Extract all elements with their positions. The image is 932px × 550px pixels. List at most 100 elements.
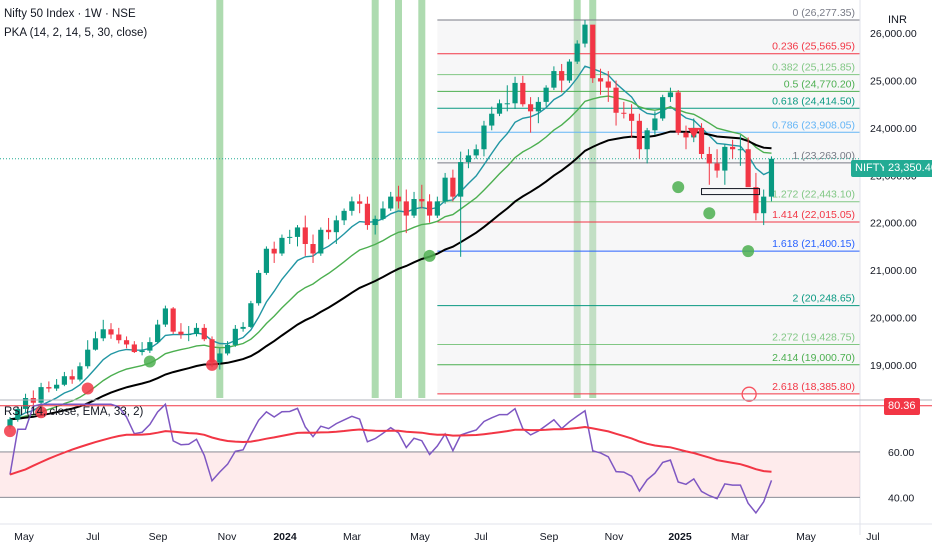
candle-body xyxy=(667,92,674,98)
candle-body xyxy=(714,163,720,171)
highlight-band xyxy=(216,0,224,398)
fib-level-label: 0.236 (25,565.95) xyxy=(772,41,855,53)
candle-body xyxy=(201,327,207,340)
indicator-label: PKA (14, 2, 14, 5, 30, close) xyxy=(4,27,148,39)
candle-body xyxy=(372,218,378,226)
candle-body xyxy=(349,201,355,211)
candle-body xyxy=(7,419,13,427)
candle-body xyxy=(442,177,448,202)
fib-level-label: 0.5 (24,770.20) xyxy=(784,78,855,90)
candle-body xyxy=(232,328,238,345)
candle-body xyxy=(434,201,440,216)
candle-body xyxy=(341,210,347,221)
candle-body xyxy=(481,125,487,150)
candlesticks xyxy=(7,20,775,429)
candle-body xyxy=(698,127,705,154)
rsi-pane: 60.00 40.00 xyxy=(0,399,932,515)
candle-body xyxy=(535,101,541,112)
fib-level-label: 1.272 (22,443.10) xyxy=(772,189,855,201)
candle-body xyxy=(380,208,386,219)
candle-body xyxy=(652,118,658,131)
candle-body xyxy=(683,132,689,138)
fib-level-label: 1.618 (21,400.15) xyxy=(772,238,855,250)
candle-body xyxy=(279,237,285,254)
currency-label[interactable]: INR xyxy=(888,14,907,26)
candle-body xyxy=(543,87,549,102)
candle-body xyxy=(263,248,270,273)
candle-body xyxy=(644,130,650,150)
candle-body xyxy=(240,326,246,329)
signal-marker xyxy=(672,181,685,194)
time-tick-label: 2025 xyxy=(668,531,692,543)
price-tick-label: 24,000.00 xyxy=(870,123,917,135)
candle-body xyxy=(590,24,596,79)
signal-marker xyxy=(703,207,716,220)
candle-body xyxy=(116,334,122,341)
signal-markers xyxy=(4,127,761,438)
candle-body xyxy=(193,327,200,335)
highlight-band xyxy=(573,0,581,398)
candle-body xyxy=(162,308,168,325)
sell-marker xyxy=(687,127,700,139)
candle-body xyxy=(465,155,472,163)
candle-body xyxy=(69,376,75,380)
candle-body xyxy=(520,82,526,105)
last-price-badge: 23,350.40 xyxy=(884,160,932,177)
range-box xyxy=(701,188,761,196)
candle-body xyxy=(504,103,510,105)
candle-body xyxy=(551,71,557,88)
candle-body xyxy=(302,227,308,245)
signal-marker xyxy=(81,382,94,395)
candle-body xyxy=(426,201,433,216)
fib-level-label: 2.618 (18,385.80) xyxy=(772,381,855,393)
candle-body xyxy=(419,199,425,202)
candle-body xyxy=(403,201,409,216)
fib-level-label: 0 (26,277.35) xyxy=(793,7,855,19)
rsi-band xyxy=(0,451,860,498)
candle-body xyxy=(77,366,83,380)
signal-marker xyxy=(742,245,755,258)
chart-title: Nifty 50 Index · 1W · NSE xyxy=(4,8,136,20)
time-tick-label: Nov xyxy=(218,531,237,543)
candle-body xyxy=(92,338,99,350)
candle-body xyxy=(287,236,293,238)
symbol-badge: NIFTY xyxy=(851,160,891,177)
ema-line xyxy=(9,95,772,420)
time-tick-label: May xyxy=(14,531,35,543)
candle-body xyxy=(61,376,67,385)
time-tick-label: May xyxy=(410,531,431,543)
candle-body xyxy=(256,272,262,304)
candle-body xyxy=(131,344,137,353)
rsi-value: 80.36 xyxy=(888,400,916,412)
fib-level-label: 2.272 (19,428.75) xyxy=(772,332,855,344)
candle-body xyxy=(512,82,518,104)
rsi-tick-label: 60.00 xyxy=(888,447,914,459)
time-tick-label: 2024 xyxy=(273,531,297,543)
highlight-band xyxy=(589,0,597,398)
candle-body xyxy=(489,113,495,126)
candle-body xyxy=(108,329,114,335)
time-tick-label: Jul xyxy=(86,531,99,543)
time-axis: May Jul Sep Nov 2024 Mar May Jul Sep Nov 2025 Mar Ma… xyxy=(0,523,932,543)
candle-body xyxy=(582,24,588,44)
signal-marker xyxy=(206,358,219,371)
candle-body xyxy=(100,329,106,339)
price-tick-label: 20,000.00 xyxy=(870,312,917,324)
candle-body xyxy=(364,203,371,226)
alert-icon xyxy=(741,386,757,402)
candle-body xyxy=(54,384,60,389)
candle-body xyxy=(217,353,223,363)
candle-body xyxy=(178,331,184,335)
fib-level-label: 0.618 (24,414.50) xyxy=(772,95,855,107)
candle-body xyxy=(559,71,565,81)
rsi-tick-label: 40.00 xyxy=(888,492,914,504)
candle-body xyxy=(768,158,775,197)
candle-body xyxy=(411,199,417,216)
rsi-value-badge: 80.36 xyxy=(884,398,920,415)
candle-body xyxy=(15,408,21,420)
candle-body xyxy=(186,334,192,336)
candle-body xyxy=(209,339,215,363)
highlight-band xyxy=(371,0,379,398)
signal-marker xyxy=(4,425,16,438)
